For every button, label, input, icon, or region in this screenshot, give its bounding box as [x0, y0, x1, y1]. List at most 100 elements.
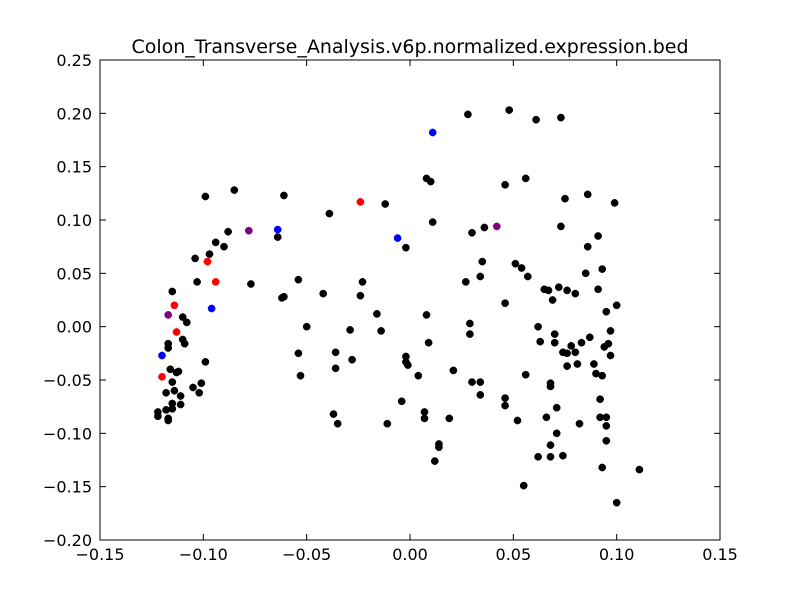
y-tick-label: 0.00	[56, 318, 92, 337]
data-point	[585, 333, 594, 342]
data-point	[466, 319, 474, 328]
data-point	[182, 318, 191, 327]
data-point	[420, 414, 429, 423]
data-point	[554, 283, 563, 292]
data-point	[166, 365, 175, 374]
data-point	[598, 371, 607, 380]
data-point	[397, 397, 406, 406]
data-point	[521, 174, 530, 183]
y-tick-label: 0.25	[56, 51, 92, 70]
data-point	[402, 243, 410, 252]
data-point	[428, 218, 437, 226]
data-point	[464, 110, 472, 119]
data-point	[590, 360, 598, 368]
data-point	[550, 338, 559, 347]
data-point	[158, 372, 166, 381]
data-point	[492, 222, 501, 231]
data-point	[606, 327, 615, 335]
data-point	[164, 311, 173, 319]
data-point	[546, 452, 555, 461]
data-point	[546, 441, 555, 449]
data-point	[602, 422, 611, 430]
data-point	[172, 328, 181, 336]
data-point	[162, 388, 170, 397]
data-point	[563, 286, 571, 295]
data-point	[377, 327, 385, 335]
chart-title: Colon_Transverse_Analysis.v6p.normalized…	[131, 36, 688, 58]
data-point	[319, 289, 328, 298]
data-point	[476, 391, 485, 399]
data-point	[348, 355, 356, 364]
x-tick-label: −0.15	[75, 545, 124, 564]
data-point	[557, 222, 565, 231]
data-point	[168, 287, 177, 296]
data-point	[563, 362, 571, 370]
data-point	[296, 371, 305, 380]
data-point	[244, 226, 253, 235]
data-point	[356, 291, 365, 300]
data-point	[552, 429, 561, 438]
data-point	[393, 234, 402, 242]
x-tick-label: −0.05	[282, 545, 331, 564]
data-point	[193, 278, 201, 286]
y-tick-label: 0.20	[56, 104, 92, 123]
data-point	[557, 113, 565, 122]
data-point	[594, 285, 602, 294]
data-point	[606, 351, 615, 360]
data-point	[552, 403, 561, 412]
data-point	[478, 257, 487, 266]
data-point	[325, 209, 334, 218]
data-point	[211, 238, 220, 247]
data-point	[449, 366, 458, 375]
x-tick-label: 0.15	[702, 545, 738, 564]
data-point	[329, 410, 338, 418]
data-point	[205, 250, 214, 258]
data-point	[158, 351, 166, 360]
data-point	[517, 264, 526, 272]
data-point	[501, 180, 509, 189]
data-point	[466, 330, 474, 338]
data-point	[571, 289, 580, 298]
y-tick-label: −0.10	[43, 424, 92, 443]
data-point	[176, 392, 185, 400]
data-point	[523, 272, 532, 281]
data-point	[356, 198, 365, 206]
data-point	[247, 280, 255, 288]
data-point	[191, 254, 199, 263]
data-point	[168, 378, 177, 386]
data-point	[201, 358, 210, 366]
data-point	[513, 416, 522, 425]
data-point	[211, 278, 220, 286]
data-point	[577, 338, 586, 347]
y-tick-label: −0.15	[43, 478, 92, 497]
data-point	[331, 348, 340, 357]
data-point	[501, 401, 509, 410]
data-point	[174, 367, 183, 376]
data-point	[197, 379, 206, 388]
y-tick-label: −0.05	[43, 371, 92, 390]
data-point	[598, 463, 607, 472]
data-point	[602, 307, 611, 316]
data-point	[273, 233, 282, 241]
data-point	[302, 322, 311, 331]
data-point	[594, 232, 602, 240]
data-point	[573, 360, 582, 368]
data-point	[428, 128, 437, 137]
data-point	[604, 339, 613, 348]
data-point	[532, 115, 540, 124]
data-point	[468, 228, 476, 237]
data-point	[534, 452, 542, 461]
data-point	[203, 257, 212, 266]
data-point	[220, 242, 228, 251]
data-point	[546, 382, 555, 391]
data-point	[480, 223, 489, 232]
x-tick-label: 0.10	[599, 545, 635, 564]
y-tick-label: 0.10	[56, 211, 92, 230]
data-point	[195, 388, 204, 397]
data-point	[422, 311, 431, 319]
data-point	[511, 259, 520, 268]
data-point	[346, 326, 354, 334]
data-point	[170, 301, 179, 310]
data-point	[154, 412, 162, 421]
